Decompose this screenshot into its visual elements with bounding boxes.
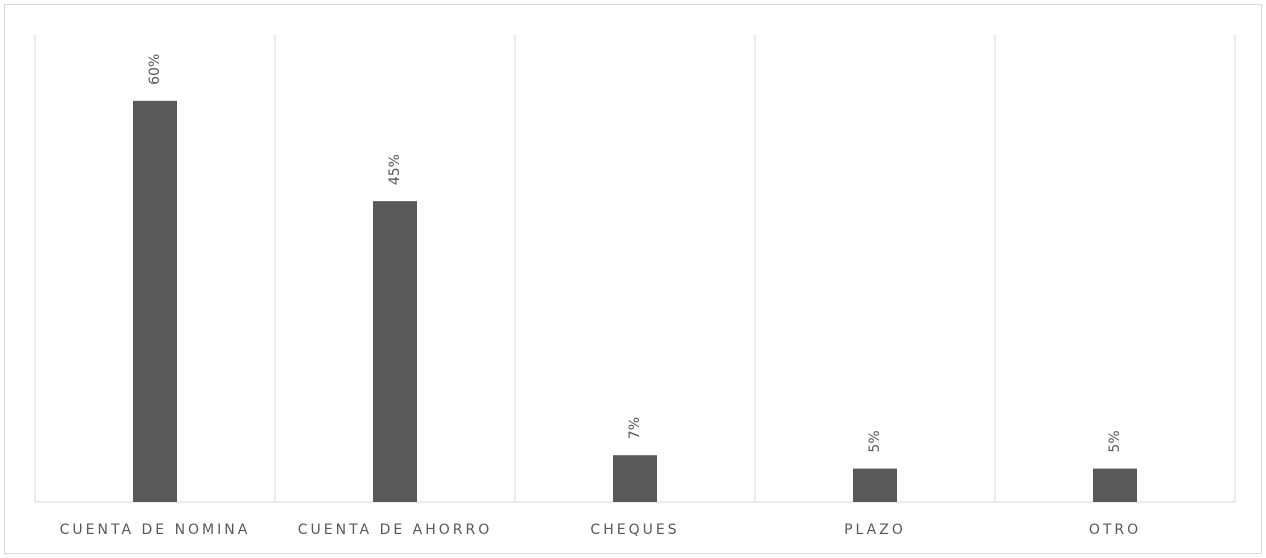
data-label: 45% [387,154,403,185]
bar [373,201,417,502]
x-tick-label: CHEQUES [590,522,679,538]
bar [613,455,657,502]
x-tick-label: PLAZO [844,522,906,538]
data-label: 60% [147,54,163,85]
x-tick-label: CUENTA DE NOMINA [60,522,251,538]
x-tick-label: OTRO [1089,522,1141,538]
bar [133,100,177,502]
bar [853,468,897,502]
data-label: 5% [867,430,883,452]
data-label: 5% [1107,430,1123,452]
data-label: 7% [627,417,643,439]
bar [1093,468,1137,502]
x-tick-label: CUENTA DE AHORRO [298,522,493,538]
